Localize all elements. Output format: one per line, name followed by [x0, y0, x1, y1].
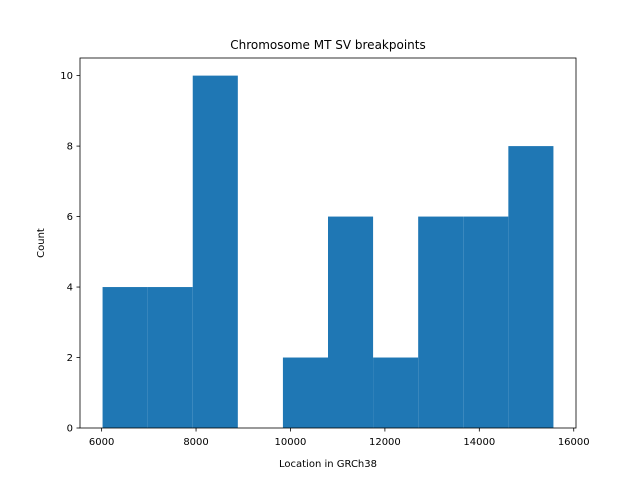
y-axis-ticks: 0 2 4 6 8 10	[60, 71, 80, 435]
y-axis-label: Count	[36, 228, 47, 258]
x-tick-label-3: 12000	[369, 437, 401, 448]
y-tick-label-3: 6	[67, 212, 73, 223]
bars-group	[102, 75, 554, 428]
y-tick-label-5: 10	[60, 71, 73, 82]
y-tick-label-4: 8	[67, 142, 73, 153]
histogram-bar-2	[192, 75, 238, 428]
histogram-bar-5	[328, 216, 374, 428]
y-tick-label-1: 2	[67, 353, 73, 364]
histogram-bar-9	[508, 146, 554, 428]
x-tick-label-0: 6000	[89, 437, 114, 448]
histogram-bar-1	[147, 287, 193, 428]
x-tick-label-1: 8000	[183, 437, 208, 448]
plot-frame	[79, 57, 577, 429]
x-axis-ticks: 6000 8000 10000 12000 14000 16000	[89, 428, 590, 448]
histogram-bar-6	[373, 357, 419, 428]
histogram-bar-7	[418, 216, 464, 428]
histogram-bar-4	[282, 357, 328, 428]
x-tick-label-5: 16000	[558, 437, 590, 448]
y-tick-label-2: 4	[67, 283, 73, 294]
chart-title: Chromosome MT SV breakpoints	[230, 38, 425, 52]
x-axis-label: Location in GRCh38	[279, 459, 377, 470]
histogram-bar-8	[463, 216, 509, 428]
x-tick-label-4: 14000	[463, 437, 495, 448]
histogram-bar-0	[102, 287, 148, 428]
y-tick-label-0: 0	[67, 424, 73, 435]
x-tick-label-2: 10000	[275, 437, 307, 448]
